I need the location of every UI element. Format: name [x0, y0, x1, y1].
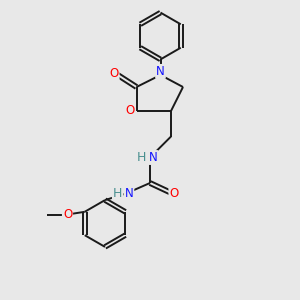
Text: N: N — [156, 65, 165, 78]
Text: N: N — [124, 187, 134, 200]
Text: O: O — [125, 104, 134, 118]
Text: H: H — [137, 151, 146, 164]
Text: O: O — [63, 208, 72, 221]
Text: N: N — [148, 151, 158, 164]
Text: O: O — [169, 187, 178, 200]
Text: H: H — [113, 187, 122, 200]
Text: O: O — [110, 67, 118, 80]
